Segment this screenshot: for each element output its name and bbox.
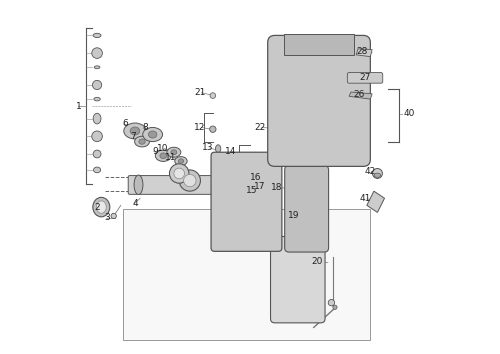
Ellipse shape <box>93 198 110 217</box>
FancyBboxPatch shape <box>128 176 244 194</box>
Text: 27: 27 <box>359 73 370 82</box>
Text: 7: 7 <box>130 132 136 141</box>
Ellipse shape <box>179 170 201 191</box>
Ellipse shape <box>274 134 278 138</box>
Text: 3: 3 <box>104 213 110 222</box>
Text: 12: 12 <box>194 123 206 132</box>
Text: 22: 22 <box>254 123 266 132</box>
Ellipse shape <box>94 97 100 101</box>
Text: 21: 21 <box>194 88 206 97</box>
Ellipse shape <box>244 218 250 224</box>
Ellipse shape <box>93 150 101 158</box>
Ellipse shape <box>294 275 302 284</box>
Ellipse shape <box>175 156 187 166</box>
Ellipse shape <box>372 169 382 178</box>
Ellipse shape <box>374 173 380 177</box>
Ellipse shape <box>139 139 145 144</box>
Ellipse shape <box>230 212 236 219</box>
Ellipse shape <box>130 127 140 135</box>
Ellipse shape <box>92 131 102 142</box>
Ellipse shape <box>210 126 216 132</box>
Ellipse shape <box>257 212 264 219</box>
Ellipse shape <box>304 206 310 212</box>
Ellipse shape <box>244 179 250 185</box>
FancyBboxPatch shape <box>284 166 329 252</box>
Ellipse shape <box>142 127 163 142</box>
Text: 10: 10 <box>157 144 168 153</box>
Text: 8: 8 <box>142 123 148 132</box>
Text: 6: 6 <box>122 119 128 129</box>
Ellipse shape <box>160 153 166 159</box>
FancyBboxPatch shape <box>348 73 383 83</box>
Text: 20: 20 <box>311 257 322 267</box>
Ellipse shape <box>167 147 181 157</box>
Ellipse shape <box>124 123 146 139</box>
Text: 1: 1 <box>76 102 82 111</box>
Text: 15: 15 <box>246 186 257 195</box>
Ellipse shape <box>210 93 216 98</box>
Ellipse shape <box>262 199 269 205</box>
Ellipse shape <box>171 150 177 155</box>
Ellipse shape <box>92 80 102 90</box>
Ellipse shape <box>96 201 106 213</box>
Ellipse shape <box>240 195 252 208</box>
Ellipse shape <box>230 185 236 191</box>
Text: 9: 9 <box>152 147 158 156</box>
Polygon shape <box>367 191 384 212</box>
Text: 18: 18 <box>271 183 282 192</box>
Text: 28: 28 <box>356 47 368 56</box>
Ellipse shape <box>333 305 337 309</box>
Text: 26: 26 <box>354 90 365 99</box>
Text: 17: 17 <box>254 182 266 192</box>
Text: 16: 16 <box>250 173 262 182</box>
Ellipse shape <box>294 291 301 297</box>
FancyBboxPatch shape <box>122 209 370 340</box>
Ellipse shape <box>94 167 100 173</box>
Text: 41: 41 <box>360 194 371 204</box>
Ellipse shape <box>224 199 230 205</box>
Ellipse shape <box>269 129 274 133</box>
Ellipse shape <box>156 150 171 161</box>
Ellipse shape <box>170 164 189 183</box>
Ellipse shape <box>111 213 116 219</box>
Ellipse shape <box>178 159 184 163</box>
Ellipse shape <box>184 175 196 187</box>
Ellipse shape <box>328 299 334 306</box>
Text: 2: 2 <box>94 202 100 212</box>
Text: 11: 11 <box>165 153 176 162</box>
Ellipse shape <box>93 113 101 124</box>
Ellipse shape <box>317 253 321 257</box>
Ellipse shape <box>148 131 157 138</box>
Ellipse shape <box>92 48 102 58</box>
Ellipse shape <box>174 168 184 179</box>
Ellipse shape <box>134 175 143 195</box>
FancyBboxPatch shape <box>268 35 370 166</box>
Text: 40: 40 <box>404 109 415 119</box>
Ellipse shape <box>94 66 100 69</box>
FancyBboxPatch shape <box>270 236 325 323</box>
Ellipse shape <box>93 33 101 38</box>
FancyBboxPatch shape <box>284 34 354 55</box>
Ellipse shape <box>216 145 221 153</box>
Text: 4: 4 <box>133 199 138 208</box>
Ellipse shape <box>295 99 304 106</box>
Ellipse shape <box>134 136 150 147</box>
Text: 42: 42 <box>364 167 376 176</box>
Text: 14: 14 <box>224 147 236 156</box>
Ellipse shape <box>257 185 264 191</box>
FancyBboxPatch shape <box>211 152 282 251</box>
Text: 19: 19 <box>288 211 300 221</box>
Polygon shape <box>349 92 372 99</box>
Polygon shape <box>356 49 372 57</box>
Text: 13: 13 <box>202 143 214 153</box>
Ellipse shape <box>300 202 314 216</box>
